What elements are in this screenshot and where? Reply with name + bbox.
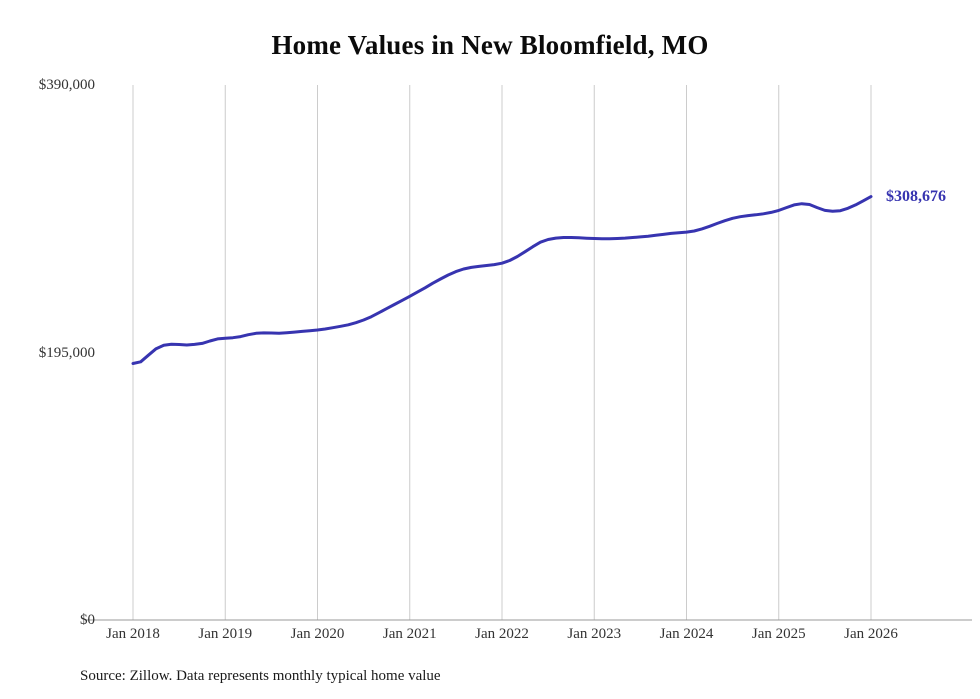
- x-tick-label: Jan 2026: [844, 626, 898, 642]
- x-tick-label: Jan 2022: [475, 626, 529, 642]
- series-end-value-label: $308,676: [886, 187, 946, 205]
- series-line: [131, 195, 873, 365]
- x-tick-label: Jan 2023: [567, 626, 622, 642]
- x-axis-labels: Jan 2018 Jan 2019 Jan 2020 Jan 2021 Jan 2022…: [0, 626, 980, 648]
- x-tick-label: Jan 2025: [751, 626, 806, 642]
- y-tick-label: $0: [80, 612, 95, 628]
- x-tick-label: Jan 2021: [382, 626, 437, 642]
- y-tick-label: $195,000: [38, 344, 95, 361]
- x-tick-label: Jan 2019: [198, 626, 253, 642]
- y-tick-label: $390,000: [38, 77, 95, 93]
- x-tick-label: Jan 2024: [659, 626, 714, 642]
- x-tick-label: Jan 2020: [290, 626, 345, 642]
- chart-title: Home Values in New Bloomfield, MO: [271, 30, 709, 60]
- source-note: Source: Zillow. Data represents monthly …: [80, 668, 441, 684]
- x-tick-label: Jan 2018: [106, 626, 160, 642]
- y-axis-labels: $390,000 $195,000 $0: [0, 0, 95, 699]
